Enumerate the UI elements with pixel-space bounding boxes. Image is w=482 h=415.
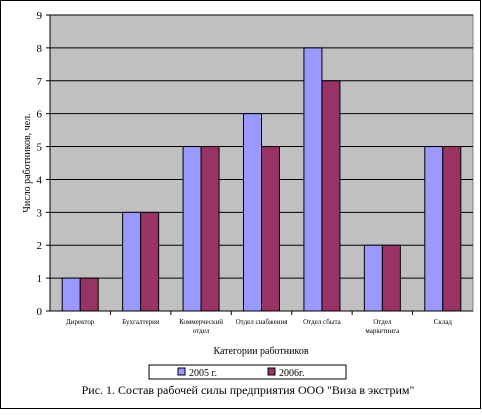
bar-series2-cat1 (79, 277, 99, 312)
x-tick-label: Отдел снабжения (236, 318, 289, 326)
bar-series1-cat2 (122, 211, 142, 312)
x-tick-label: Бухгалтерия (122, 318, 160, 326)
x-tick-label: Коммерческий (179, 318, 223, 326)
x-tick-label: маркетинга (365, 327, 400, 335)
x-tick-label: Отдел (373, 318, 392, 326)
y-tick-label: 8 (37, 43, 43, 55)
bar-series1-cat6 (363, 244, 383, 312)
bar-series1-cat5 (303, 47, 323, 312)
legend-swatch-1 (177, 367, 186, 376)
y-tick-label: 5 (37, 142, 43, 154)
bar-series1-cat7 (424, 146, 444, 312)
bar-series2-cat7 (442, 146, 462, 312)
bar-series1-cat4 (243, 113, 262, 312)
bar-series2-cat6 (381, 244, 401, 312)
x-tick-label: Отдел сбыта (303, 318, 342, 326)
bar-series2-cat2 (140, 211, 160, 312)
y-tick-label: 3 (37, 207, 43, 219)
bar-series2-cat4 (261, 146, 280, 312)
x-tick-label: отдел (193, 327, 210, 335)
y-tick-label: 4 (37, 174, 43, 186)
legend-label-1: 2005 г. (189, 368, 217, 379)
bar-series2-cat5 (321, 80, 341, 312)
legend-swatch-2 (267, 367, 276, 376)
y-tick-label: 0 (37, 306, 43, 318)
legend: 2005 г. 2006г. (148, 364, 347, 380)
y-tick-label: 7 (37, 76, 43, 88)
bar-series2-cat3 (200, 146, 220, 312)
legend-label-2: 2006г. (279, 368, 304, 379)
legend-box (148, 364, 347, 380)
y-tick-label: 6 (37, 109, 43, 121)
x-tick-label: Директор (66, 318, 95, 326)
y-tick-label: 2 (37, 240, 43, 252)
bar-series1-cat3 (182, 146, 202, 312)
x-tick-label: Склад (434, 318, 453, 326)
y-axis-title: Число работников, чел. (22, 113, 33, 212)
y-axis-ticks: 0 1 2 3 4 5 6 7 8 9 (37, 10, 50, 318)
figure-caption: Рис. 1. Состав рабочей силы предприятия … (82, 383, 415, 397)
legend-items: 2005 г. 2006г. (177, 367, 304, 379)
y-tick-label: 1 (37, 273, 43, 285)
y-tick-label: 9 (37, 10, 43, 22)
bar-series1-cat1 (61, 277, 81, 312)
bars (61, 47, 462, 312)
x-axis-title: Категории работников (213, 346, 308, 357)
